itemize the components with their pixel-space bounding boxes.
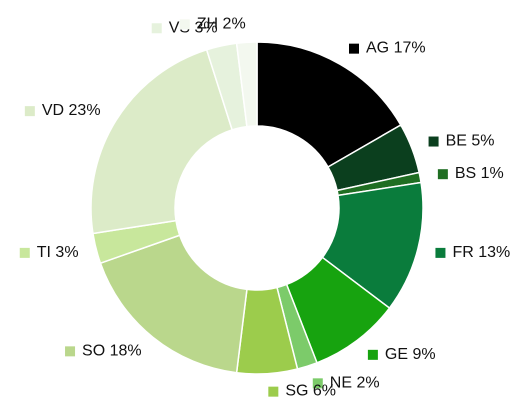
legend-swatch (312, 378, 323, 389)
category-label: ZH (197, 16, 218, 33)
value-label: 9% (412, 346, 435, 363)
category-label: AG (366, 40, 389, 57)
legend-swatch (268, 386, 279, 397)
slice-label: TI 3% (19, 244, 79, 261)
slice-label: GE 9% (367, 346, 436, 363)
legend-swatch (435, 247, 446, 258)
legend-swatch (24, 106, 35, 117)
value-label: 6% (313, 383, 336, 400)
legend-swatch (65, 346, 76, 357)
donut-slice (235, 41, 258, 128)
value-label: 2% (223, 16, 246, 33)
value-label: 2% (356, 375, 379, 392)
label-text: NE 2% (330, 375, 380, 392)
category-label: SO (82, 343, 105, 360)
category-label: FR (452, 244, 473, 261)
category-label: GE (385, 346, 408, 363)
slice-label: SO 18% (65, 343, 142, 360)
slice-label: BE 5% (428, 133, 495, 150)
category-label: VD (42, 102, 64, 119)
slice-label: FR 13% (435, 244, 510, 261)
donut-slice (99, 234, 248, 374)
label-text: BE 5% (446, 133, 495, 150)
value-label: 23% (69, 102, 101, 119)
label-text: AG 17% (366, 40, 426, 57)
legend-swatch (428, 136, 439, 147)
label-text: FR 13% (452, 244, 510, 261)
value-label: 13% (478, 244, 510, 261)
category-label: BE (446, 133, 467, 150)
label-text: ZH 2% (197, 16, 246, 33)
category-label: SG (285, 383, 308, 400)
category-label: BS (455, 165, 476, 182)
slice-label: VD 23% (24, 102, 101, 119)
category-label: TI (37, 244, 51, 261)
legend-swatch (151, 23, 162, 34)
legend-swatch (19, 247, 30, 258)
value-label: 3% (195, 19, 218, 36)
label-text: TI 3% (37, 244, 79, 261)
slice-label: ZH 2% (179, 16, 246, 33)
label-text: GE 9% (385, 346, 436, 363)
label-text: SO 18% (82, 343, 142, 360)
label-text: BS 1% (455, 165, 504, 182)
donut-slice (90, 48, 234, 235)
label-text: VD 23% (42, 102, 101, 119)
slice-label: AG 17% (349, 40, 426, 57)
value-label: 1% (481, 165, 504, 182)
legend-swatch (437, 169, 448, 180)
slice-label: NE 2% (312, 375, 380, 392)
legend-swatch (179, 19, 190, 30)
donut-slice (256, 41, 402, 169)
value-label: 18% (110, 343, 142, 360)
legend-swatch (367, 349, 378, 360)
value-label: 17% (394, 40, 426, 57)
value-label: 3% (55, 244, 78, 261)
legend-swatch (349, 43, 359, 54)
label-text: SG 6% (285, 383, 336, 400)
value-label: 5% (471, 133, 494, 150)
category-label: NE (330, 375, 352, 392)
slice-label: BS 1% (437, 165, 504, 182)
slice-label: SG 6% (268, 383, 336, 400)
